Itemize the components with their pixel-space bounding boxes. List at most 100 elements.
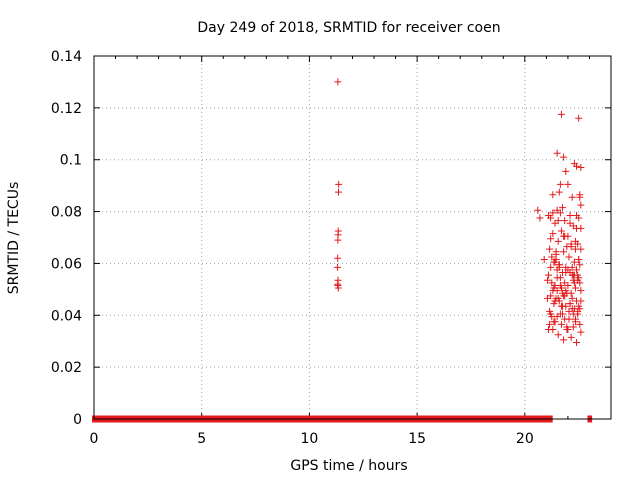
data-point bbox=[561, 217, 569, 225]
data-point bbox=[557, 284, 565, 292]
data-point bbox=[566, 300, 574, 308]
x-axis-label: GPS time / hours bbox=[290, 458, 407, 474]
data-point bbox=[334, 254, 342, 262]
data-point bbox=[548, 279, 556, 287]
data-point bbox=[334, 236, 342, 244]
chart-title: Day 249 of 2018, SRMTID for receiver coe… bbox=[197, 20, 500, 36]
x-tick-label: 0 bbox=[90, 431, 99, 447]
data-point bbox=[547, 235, 555, 243]
data-point bbox=[534, 206, 542, 214]
data-point bbox=[577, 201, 585, 209]
data-point bbox=[565, 307, 573, 315]
y-tick-label: 0 bbox=[73, 412, 82, 428]
data-point bbox=[571, 245, 579, 253]
y-tick-label: 0.12 bbox=[51, 101, 82, 117]
data-point bbox=[557, 320, 565, 328]
data-point bbox=[560, 248, 568, 256]
data-point bbox=[569, 271, 577, 279]
data-point bbox=[571, 284, 579, 292]
data-point bbox=[566, 211, 574, 219]
data-point bbox=[574, 276, 582, 284]
data-point bbox=[571, 237, 579, 245]
y-tick-label: 0.06 bbox=[51, 256, 82, 272]
data-point bbox=[334, 281, 342, 289]
data-point bbox=[567, 333, 575, 341]
data-point bbox=[553, 287, 561, 295]
data-point bbox=[575, 214, 583, 222]
data-point bbox=[333, 263, 341, 271]
data-point bbox=[549, 209, 557, 217]
y-axis-label: SRMTID / TECUs bbox=[6, 182, 22, 295]
data-point bbox=[553, 149, 561, 157]
data-point bbox=[564, 180, 572, 188]
data-point bbox=[536, 214, 544, 222]
data-point bbox=[564, 326, 572, 334]
data-point bbox=[546, 320, 554, 328]
x-tick-label: 10 bbox=[301, 431, 319, 447]
data-point bbox=[334, 188, 342, 196]
data-point bbox=[555, 188, 563, 196]
data-point bbox=[550, 318, 558, 326]
y-tick-label: 0.14 bbox=[51, 49, 82, 65]
axis-ticks bbox=[93, 55, 611, 420]
data-point bbox=[546, 245, 554, 253]
x-tick-labels: 0 5 10 15 20 bbox=[90, 431, 534, 447]
data-point bbox=[569, 323, 577, 331]
data-point bbox=[567, 240, 575, 248]
data-point bbox=[562, 287, 570, 295]
data-point bbox=[559, 302, 567, 310]
data-point bbox=[573, 162, 581, 170]
data-point bbox=[561, 232, 569, 240]
data-point bbox=[560, 336, 568, 344]
data-point bbox=[547, 214, 555, 222]
data-point bbox=[576, 320, 584, 328]
data-point bbox=[554, 217, 562, 225]
x-tick-label: 15 bbox=[408, 431, 426, 447]
data-point bbox=[554, 237, 562, 245]
y-tick-labels: 0 0.02 0.04 0.06 0.08 0.1 0.12 0.14 bbox=[51, 49, 82, 428]
data-point bbox=[540, 256, 548, 264]
data-point bbox=[560, 153, 568, 161]
data-point bbox=[566, 219, 574, 227]
data-point bbox=[547, 263, 555, 271]
data-point bbox=[553, 206, 561, 214]
data-point bbox=[577, 297, 585, 305]
data-point bbox=[575, 114, 583, 122]
y-tick-label: 0.1 bbox=[60, 153, 82, 169]
x-tick-label: 20 bbox=[516, 431, 534, 447]
data-point bbox=[573, 224, 581, 232]
data-point bbox=[549, 326, 557, 334]
data-point bbox=[577, 163, 585, 171]
data-point bbox=[553, 313, 561, 321]
data-point bbox=[561, 292, 569, 300]
data-point bbox=[335, 180, 343, 188]
data-point bbox=[575, 256, 583, 264]
data-point bbox=[565, 253, 573, 261]
data-point bbox=[554, 331, 562, 339]
data-point bbox=[576, 305, 584, 313]
y-tick-label: 0.04 bbox=[51, 308, 82, 324]
y-tick-label: 0.02 bbox=[51, 360, 82, 376]
data-point bbox=[547, 310, 555, 318]
data-point bbox=[556, 180, 564, 188]
data-point bbox=[543, 276, 551, 284]
data-point bbox=[548, 253, 556, 261]
data-point bbox=[568, 193, 576, 201]
y-tick-label: 0.08 bbox=[51, 205, 82, 221]
data-point bbox=[549, 191, 557, 199]
data-point bbox=[551, 297, 559, 305]
plot-frame bbox=[93, 55, 612, 420]
data-point bbox=[567, 289, 575, 297]
data-point bbox=[557, 110, 565, 118]
data-point bbox=[551, 258, 559, 266]
x-tick-label: 5 bbox=[197, 431, 206, 447]
data-point bbox=[562, 167, 570, 175]
data-point bbox=[576, 261, 584, 269]
data-points bbox=[92, 78, 593, 423]
data-point bbox=[543, 294, 551, 302]
data-point bbox=[545, 271, 553, 279]
grid-lines bbox=[94, 56, 611, 419]
data-point bbox=[552, 248, 560, 256]
data-point bbox=[562, 269, 570, 277]
